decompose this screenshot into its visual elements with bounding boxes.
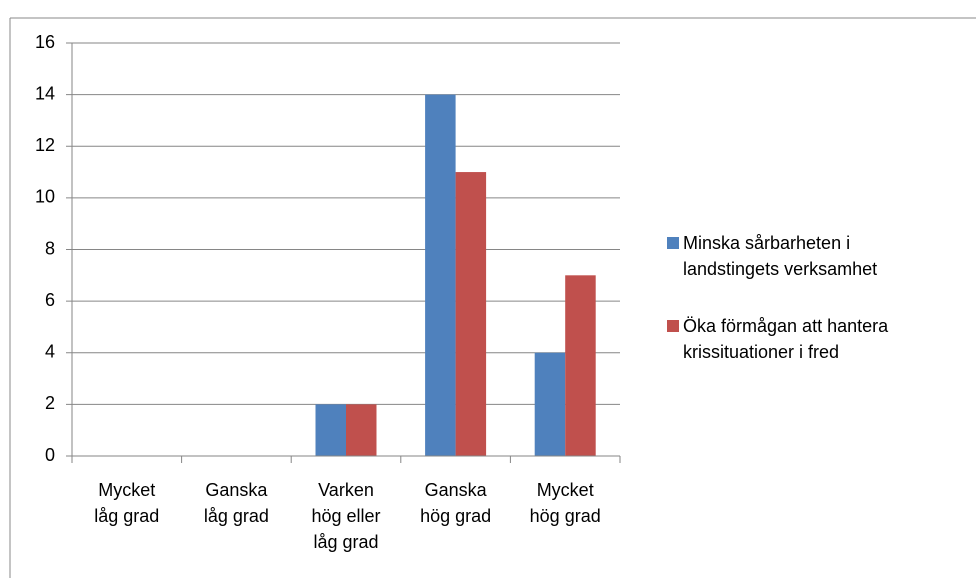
x-tick-label: låg grad: [313, 532, 378, 552]
y-tick-label: 8: [45, 238, 55, 258]
legend-label: Öka förmågan att hantera krissituationer…: [683, 316, 889, 362]
legend-swatch: [667, 237, 679, 249]
bar: [425, 94, 456, 456]
x-tick-label: Varken: [318, 480, 374, 500]
legend-swatch: [667, 320, 679, 332]
x-tick-label: hög eller: [311, 506, 380, 526]
y-tick-label: 16: [35, 32, 55, 52]
y-tick-label: 4: [45, 342, 55, 362]
bar: [534, 352, 566, 456]
y-tick-label: 14: [35, 83, 55, 103]
y-tick-label: 6: [45, 290, 55, 310]
y-tick-label: 2: [45, 393, 55, 413]
x-tick-label: Ganska: [205, 480, 268, 500]
y-tick-label: 0: [45, 445, 55, 465]
x-tick-label: Ganska: [425, 480, 488, 500]
bar: [565, 275, 596, 456]
x-tick-label: låg grad: [204, 506, 269, 526]
x-tick-label: låg grad: [94, 506, 159, 526]
x-tick-label: Mycket: [98, 480, 155, 500]
x-tick-label: Mycket: [537, 480, 594, 500]
y-tick-label: 12: [35, 135, 55, 155]
bar: [346, 404, 377, 456]
y-tick-label: 10: [35, 187, 55, 207]
bar: [315, 404, 346, 456]
bar: [455, 172, 487, 456]
x-tick-label: hög grad: [420, 506, 491, 526]
x-tick-label: hög grad: [530, 506, 601, 526]
legend-label: Minska sårbarheten i landstingets verksa…: [683, 233, 878, 279]
